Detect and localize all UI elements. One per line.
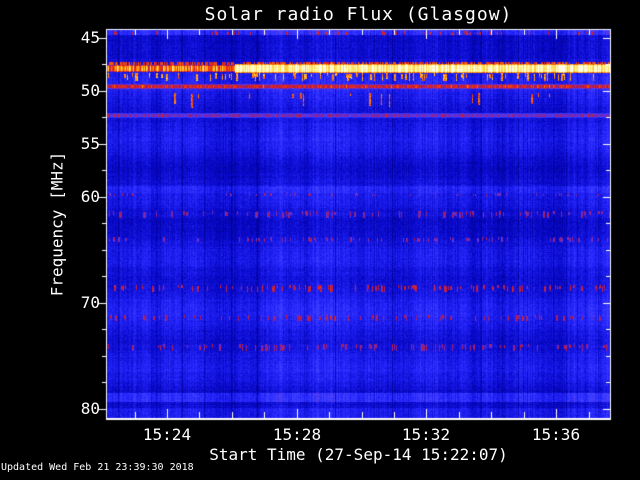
y-tick-label: 70 bbox=[80, 293, 100, 312]
updated-timestamp: Updated Wed Feb 21 23:39:30 2018 bbox=[1, 462, 194, 473]
x-tick-label: 15:36 bbox=[531, 425, 581, 444]
x-tick-label: 15:32 bbox=[401, 425, 451, 444]
y-tick-label: 50 bbox=[80, 81, 100, 100]
y-tick-label: 55 bbox=[80, 134, 100, 153]
x-tick-label: 15:24 bbox=[142, 425, 192, 444]
y-tick-label: 60 bbox=[80, 187, 100, 206]
y-tick-label: 80 bbox=[80, 399, 100, 418]
y-tick-label: 45 bbox=[80, 28, 100, 47]
chart-title: Solar radio Flux (Glasgow) bbox=[204, 4, 513, 25]
x-tick-label: 15:28 bbox=[272, 425, 322, 444]
x-axis-label: Start Time (27-Sep-14 15:22:07) bbox=[209, 445, 508, 464]
y-axis-label: Frequency [MHz] bbox=[47, 151, 67, 297]
